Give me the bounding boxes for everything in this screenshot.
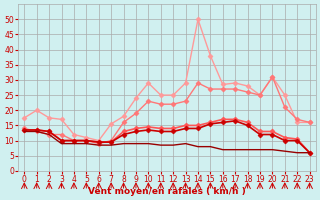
X-axis label: Vent moyen/en rafales ( km/h ): Vent moyen/en rafales ( km/h ) [88,187,246,196]
